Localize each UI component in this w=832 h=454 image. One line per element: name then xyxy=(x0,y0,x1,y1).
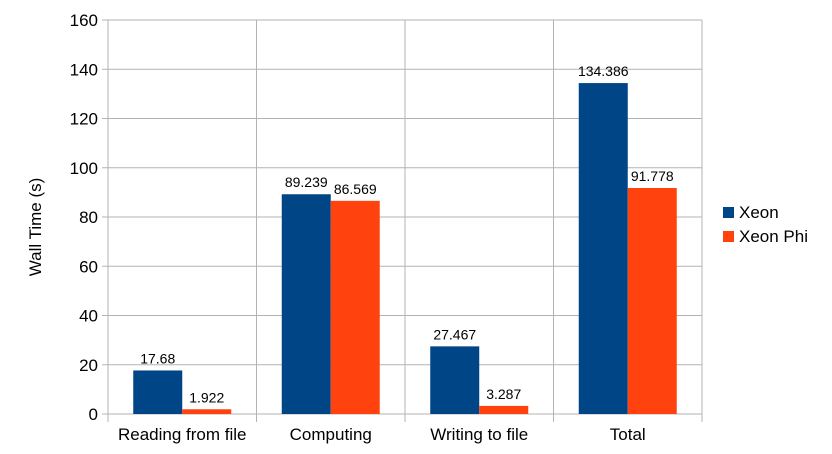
data-labels-layer: 17.68 1.922 89.239 86.569 27.467 3.287 134.386… xyxy=(140,63,674,405)
data-label: 86.569 xyxy=(334,181,377,197)
data-label: 17.68 xyxy=(140,350,175,366)
x-tick-label: Writing to file xyxy=(430,425,528,444)
data-label: 89.239 xyxy=(285,174,328,190)
bar-xeon-phi xyxy=(330,200,380,414)
y-tick-label: 80 xyxy=(79,208,98,227)
x-tick-label: Reading from file xyxy=(118,425,247,444)
bar-xeon-phi xyxy=(627,187,677,414)
grid-layer xyxy=(107,19,703,422)
y-tick-label: 140 xyxy=(70,60,98,79)
data-label: 91.778 xyxy=(631,168,674,184)
bar-xeon xyxy=(281,194,331,414)
bar-xeon xyxy=(578,83,628,415)
y-tick-label: 100 xyxy=(70,159,98,178)
data-label: 27.467 xyxy=(433,326,476,342)
legend-swatch xyxy=(723,207,734,218)
data-label: 3.287 xyxy=(486,386,521,402)
y-axis-title: Wall Time (s) xyxy=(26,178,45,277)
axis-layer: 0 20 40 60 80 100 120 140 160 Reading from file Co… xyxy=(70,11,646,444)
x-tick-label: Total xyxy=(610,425,646,444)
bar-xeon-phi xyxy=(479,405,529,414)
y-tick-label: 0 xyxy=(89,405,98,424)
bar-xeon xyxy=(430,346,480,414)
data-label: 1.922 xyxy=(189,389,224,405)
x-tick-label: Computing xyxy=(290,425,372,444)
y-tick-label: 20 xyxy=(79,356,98,375)
legend-label: Xeon Phi xyxy=(739,227,808,246)
y-tick-label: 160 xyxy=(70,11,98,30)
data-label: 134.386 xyxy=(578,63,629,79)
bar-xeon xyxy=(133,370,183,414)
y-tick-label: 40 xyxy=(79,307,98,326)
legend-label: Xeon xyxy=(739,203,779,222)
legend-swatch xyxy=(723,231,734,242)
y-tick-label: 60 xyxy=(79,257,98,276)
y-tick-label: 120 xyxy=(70,110,98,129)
legend: Xeon Xeon Phi xyxy=(723,203,808,246)
bar-xeon-phi xyxy=(182,409,232,414)
bars-layer xyxy=(133,83,677,415)
